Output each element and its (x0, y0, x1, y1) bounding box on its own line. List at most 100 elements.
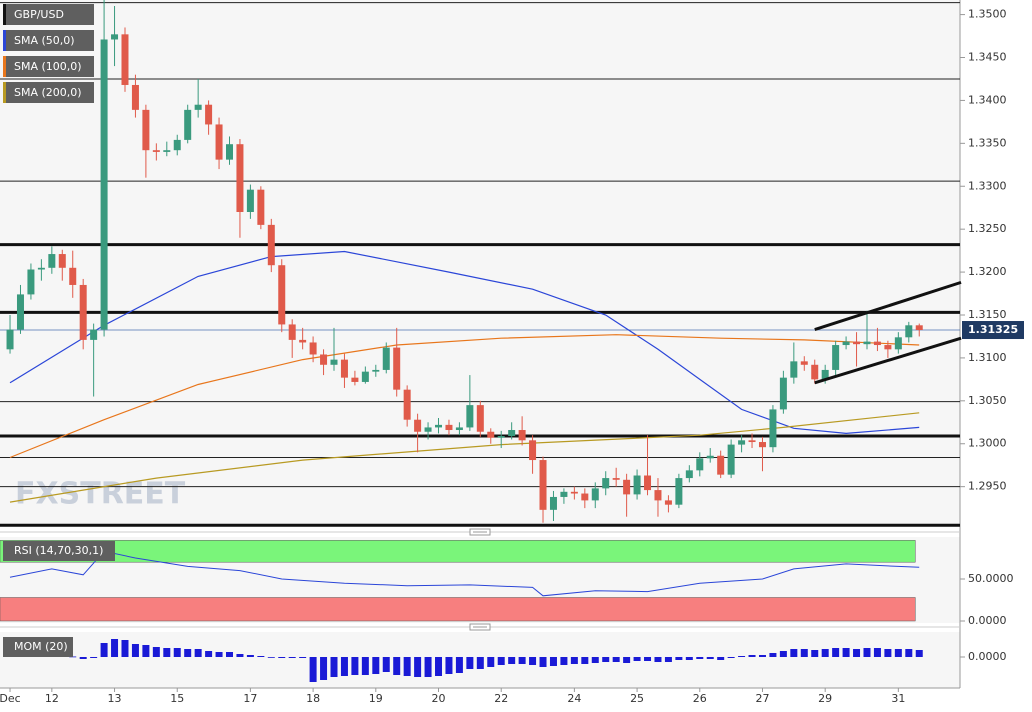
candle-body (884, 345, 892, 350)
candle-body (581, 493, 589, 501)
indicator-box (3, 541, 115, 561)
candle-body (633, 475, 641, 495)
candle-body (591, 488, 599, 501)
candle-body (685, 470, 693, 479)
mom-bar (873, 648, 881, 657)
legend-box (3, 56, 94, 77)
x-tick-label: 26 (693, 692, 707, 705)
mom-bar (570, 657, 578, 664)
candle-body (340, 359, 348, 378)
candle-body (257, 189, 265, 225)
candle-body (853, 341, 861, 345)
candle-body (320, 354, 328, 365)
legend-swatch (3, 30, 6, 51)
legend-item[interactable]: GBP/USD (3, 4, 94, 25)
candle-body (696, 458, 704, 471)
mom-bar (497, 657, 505, 665)
candle-body (6, 329, 14, 350)
y-tick-label: 1.3250 (968, 222, 1007, 235)
legend-label: SMA (200,0) (14, 86, 82, 99)
mom-bar (414, 657, 422, 677)
mom-bar (884, 649, 892, 657)
candle-body (48, 254, 56, 268)
mom-bar (644, 657, 652, 661)
candle-body (779, 377, 787, 410)
candle-body (309, 342, 317, 355)
candle-body (706, 455, 714, 459)
trend-line (814, 280, 962, 332)
mom-bar (194, 649, 202, 657)
legend-item[interactable]: SMA (100,0) (3, 56, 94, 77)
mom-bar (832, 648, 840, 657)
x-tick-label: 13 (108, 692, 122, 705)
mom-bar (351, 657, 359, 675)
mom-bar (184, 649, 192, 657)
mom-bar (685, 657, 693, 660)
y-tick-label: 1.3050 (968, 394, 1007, 407)
candle-body (16, 294, 24, 330)
candle-body (163, 150, 171, 152)
x-tick-label: Dec (0, 692, 21, 705)
mom-bar (90, 657, 98, 658)
mom-bar (320, 657, 328, 680)
candle-body (790, 361, 798, 378)
y-tick-label: 1.2950 (968, 480, 1007, 493)
candle-body (173, 139, 181, 151)
mom-bar (309, 657, 317, 682)
candle-body (435, 424, 443, 428)
legend-item[interactable]: SMA (50,0) (3, 30, 94, 51)
y-tick-label: 1.3200 (968, 265, 1007, 278)
mom-bar (382, 657, 390, 672)
mom-bar (445, 657, 453, 674)
candle-body (142, 109, 150, 151)
candle-body (570, 491, 578, 494)
candle-body (278, 265, 286, 325)
candle-body (424, 427, 432, 432)
candle-body (288, 324, 296, 340)
resize-grip[interactable] (469, 528, 491, 536)
indicator-title: MOM (20) (14, 640, 68, 653)
indicator-title: RSI (14,70,30,1) (14, 544, 103, 557)
mom-bar (800, 649, 808, 657)
mom-bar (278, 657, 286, 658)
mom-bar (633, 657, 641, 661)
candle-body (727, 444, 735, 475)
x-tick-label: 29 (818, 692, 832, 705)
mom-bar (717, 657, 725, 660)
watermark: FXSTREET (15, 477, 186, 512)
x-tick-label: 20 (432, 692, 446, 705)
candle-body (832, 345, 840, 370)
mom-bar (225, 652, 233, 657)
candle-body (194, 104, 202, 110)
candle-body (455, 427, 463, 431)
candle-body (675, 478, 683, 505)
candle-body (497, 436, 505, 438)
y-tick-label: 1.3400 (968, 93, 1007, 106)
mom-bar (79, 657, 87, 659)
mom-bar (131, 644, 139, 657)
mom-bar (706, 657, 714, 659)
mom-bar (267, 657, 275, 658)
mom-bar (476, 657, 484, 669)
candle-body (79, 284, 87, 340)
resize-grip[interactable] (469, 623, 491, 631)
y-tick-label: 1.3450 (968, 51, 1007, 64)
mom-bar (727, 657, 735, 658)
mom-bar (424, 657, 432, 677)
mom-bar (560, 657, 568, 665)
mom-bar (466, 657, 474, 669)
candle-body (644, 475, 652, 491)
candle-body (205, 104, 213, 125)
candle-body (800, 361, 808, 365)
candle-body (905, 325, 913, 338)
candle-body (821, 369, 829, 380)
candle-body (152, 150, 160, 152)
mom-bar (163, 648, 171, 657)
candle-body (361, 371, 369, 382)
legend-label: GBP/USD (14, 8, 64, 21)
candle-body (184, 109, 192, 140)
legend-item[interactable]: SMA (200,0) (3, 82, 94, 103)
x-tick-label: 27 (755, 692, 769, 705)
candle-body (121, 34, 129, 85)
rsi-band (0, 597, 916, 622)
